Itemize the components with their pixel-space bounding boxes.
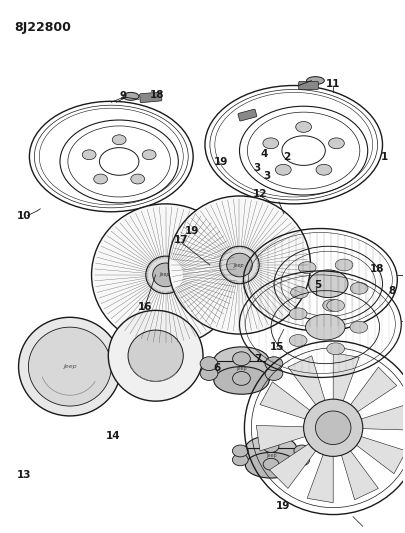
Text: 8: 8 [388, 286, 395, 296]
Text: 1: 1 [380, 151, 387, 161]
Ellipse shape [91, 204, 239, 346]
Polygon shape [306, 453, 333, 503]
Text: 6: 6 [213, 362, 220, 373]
Text: Jeep: Jeep [234, 263, 244, 268]
Ellipse shape [403, 270, 405, 280]
Ellipse shape [303, 399, 362, 456]
Text: 14: 14 [106, 431, 120, 441]
Text: 7: 7 [254, 354, 261, 364]
Text: 10: 10 [17, 211, 32, 221]
Text: 3: 3 [263, 171, 270, 181]
Ellipse shape [308, 270, 347, 297]
Ellipse shape [142, 150, 156, 160]
Ellipse shape [28, 327, 111, 406]
Text: Jeep: Jeep [265, 453, 276, 458]
FancyBboxPatch shape [139, 92, 162, 103]
Ellipse shape [232, 372, 250, 385]
Ellipse shape [326, 300, 344, 311]
Ellipse shape [19, 317, 121, 416]
Text: 18: 18 [149, 91, 164, 100]
Ellipse shape [264, 357, 282, 370]
Ellipse shape [245, 435, 296, 461]
Ellipse shape [152, 263, 178, 287]
Ellipse shape [298, 262, 315, 273]
FancyBboxPatch shape [237, 109, 256, 121]
Polygon shape [269, 443, 316, 488]
FancyBboxPatch shape [245, 448, 296, 465]
Text: 8J22800: 8J22800 [15, 21, 71, 35]
Polygon shape [354, 436, 405, 474]
Text: 5: 5 [313, 280, 320, 290]
Polygon shape [256, 425, 306, 451]
Ellipse shape [112, 135, 126, 144]
Text: 18: 18 [369, 264, 383, 274]
Polygon shape [349, 367, 396, 413]
Ellipse shape [262, 441, 278, 453]
Ellipse shape [349, 321, 367, 333]
Ellipse shape [232, 454, 247, 466]
Ellipse shape [213, 367, 269, 394]
Ellipse shape [322, 300, 340, 311]
Ellipse shape [200, 367, 217, 381]
Ellipse shape [245, 453, 296, 478]
Ellipse shape [293, 445, 309, 457]
Polygon shape [287, 356, 325, 406]
Ellipse shape [293, 454, 309, 466]
FancyBboxPatch shape [298, 82, 318, 90]
FancyBboxPatch shape [213, 361, 269, 381]
Text: 19: 19 [185, 227, 199, 237]
Ellipse shape [82, 150, 96, 160]
Ellipse shape [328, 138, 343, 149]
Ellipse shape [335, 259, 352, 271]
Text: 3: 3 [253, 163, 260, 173]
Ellipse shape [232, 352, 250, 366]
Ellipse shape [262, 458, 278, 470]
Ellipse shape [289, 335, 306, 346]
Ellipse shape [108, 310, 202, 401]
Text: 12: 12 [252, 189, 267, 199]
Text: 17: 17 [174, 236, 188, 245]
Text: 4: 4 [260, 149, 267, 158]
Ellipse shape [123, 92, 139, 100]
Text: 2: 2 [283, 151, 290, 161]
Ellipse shape [145, 256, 185, 294]
Ellipse shape [262, 138, 278, 149]
Ellipse shape [226, 253, 252, 277]
Ellipse shape [350, 282, 367, 294]
Ellipse shape [200, 357, 217, 370]
Ellipse shape [219, 246, 258, 284]
Ellipse shape [315, 411, 350, 445]
Ellipse shape [130, 174, 144, 184]
Ellipse shape [94, 174, 107, 184]
Text: 13: 13 [17, 470, 32, 480]
Polygon shape [340, 449, 377, 500]
Ellipse shape [275, 164, 290, 175]
Ellipse shape [289, 308, 306, 320]
Ellipse shape [315, 164, 331, 175]
Text: 19: 19 [213, 157, 227, 167]
Text: Jeep: Jeep [63, 364, 77, 369]
Text: Jeep: Jeep [160, 272, 171, 277]
Ellipse shape [264, 367, 282, 381]
Polygon shape [358, 405, 405, 430]
Ellipse shape [128, 330, 183, 382]
Text: 16: 16 [137, 302, 152, 312]
Polygon shape [259, 382, 311, 419]
Text: 19: 19 [275, 500, 289, 511]
Ellipse shape [295, 122, 311, 132]
Ellipse shape [290, 287, 307, 298]
Text: 15: 15 [269, 342, 284, 352]
Ellipse shape [305, 314, 344, 340]
Ellipse shape [213, 347, 269, 375]
Ellipse shape [326, 343, 344, 354]
Ellipse shape [168, 196, 310, 334]
Polygon shape [333, 353, 358, 403]
Ellipse shape [306, 77, 324, 85]
Ellipse shape [232, 445, 247, 457]
Text: Jeep: Jeep [236, 366, 246, 371]
Text: 9: 9 [119, 91, 126, 101]
Text: 11: 11 [325, 78, 340, 88]
